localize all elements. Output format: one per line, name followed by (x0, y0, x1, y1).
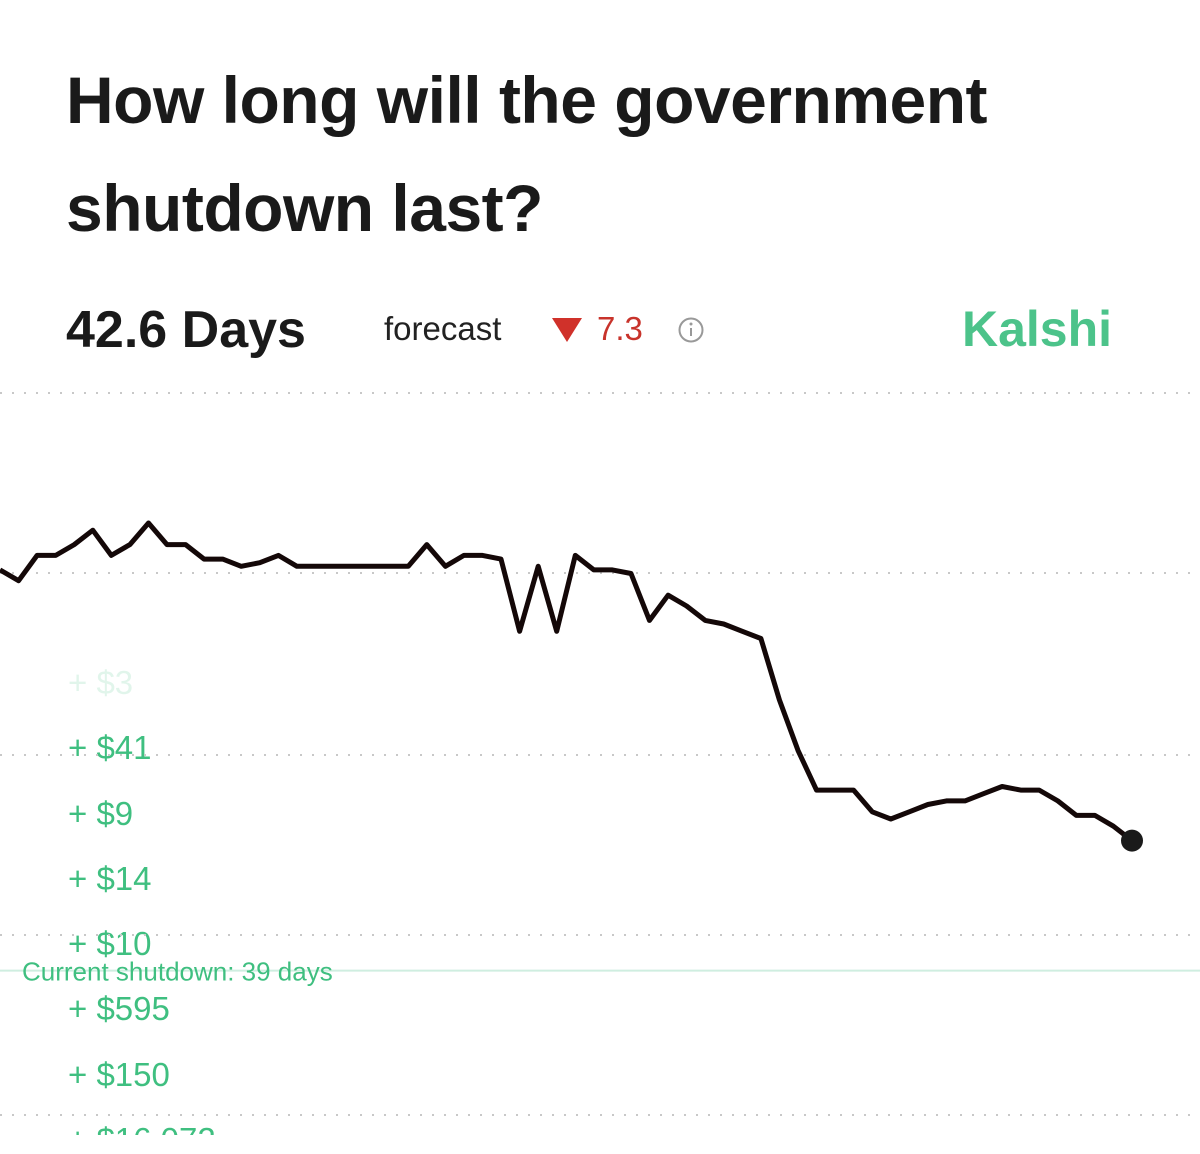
trade-amount: + $14 (68, 859, 152, 897)
trade-amount: + $595 (68, 990, 170, 1028)
question-title: How long will the government shutdown la… (66, 63, 988, 245)
forecast-line (0, 520, 1134, 843)
trade-amount: + $3 (68, 664, 134, 701)
trade-amount: + $41 (68, 729, 152, 767)
brand-logo[interactable]: Kalshi (962, 301, 1113, 357)
forecast-change: 7.3 (597, 310, 643, 347)
forecast-label: forecast (384, 310, 502, 347)
forecast-value: 42.6 Days (66, 301, 306, 359)
current-point (1121, 829, 1143, 852)
reference-label: Current shutdown: 39 days (22, 957, 333, 987)
down-arrow (552, 318, 582, 342)
trade-amount: + $10 (68, 925, 152, 963)
trade-amount: + $150 (68, 1055, 170, 1093)
grid (0, 392, 1200, 1116)
trade-feed: + $3 + $41 + $9 + $14 + $10 + $595 + $150 + $16… (68, 660, 468, 1135)
info-icon[interactable] (677, 316, 705, 344)
trade-amount: + $16,072 (68, 1117, 468, 1135)
trade-amount: + $9 (68, 794, 134, 832)
